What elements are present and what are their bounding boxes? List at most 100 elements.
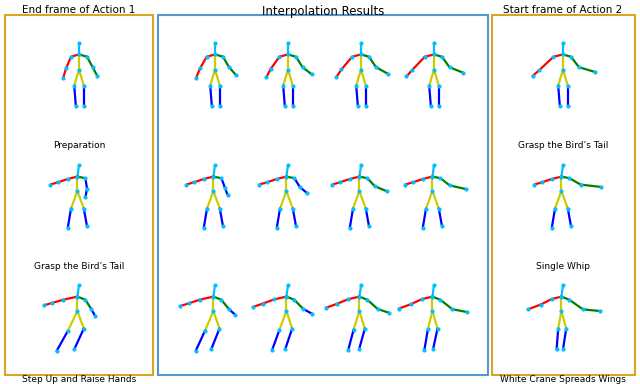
Point: [349, 326, 359, 333]
Point: [223, 306, 234, 312]
Point: [88, 64, 98, 70]
Point: [407, 67, 417, 73]
Point: [272, 225, 282, 231]
Point: [343, 296, 353, 302]
Point: [428, 188, 438, 194]
Point: [461, 309, 472, 315]
Point: [354, 346, 364, 353]
Point: [428, 174, 438, 180]
Point: [400, 182, 410, 188]
Point: [561, 326, 572, 332]
Point: [347, 54, 357, 60]
Point: [564, 297, 575, 303]
Point: [345, 176, 355, 182]
Point: [537, 179, 547, 185]
Text: Grasp the Bird’s Tail: Grasp the Bird’s Tail: [34, 262, 124, 271]
Point: [556, 308, 566, 314]
Point: [195, 65, 205, 71]
Point: [445, 182, 455, 189]
Text: Preparation: Preparation: [53, 141, 105, 150]
Point: [321, 305, 331, 311]
Point: [547, 225, 557, 231]
Point: [360, 326, 370, 332]
Point: [552, 346, 562, 353]
Point: [86, 306, 96, 312]
Point: [553, 83, 563, 89]
Point: [191, 75, 201, 81]
Point: [66, 205, 76, 212]
Point: [283, 51, 293, 58]
Text: End frame of Action 1: End frame of Action 1: [22, 5, 136, 15]
Point: [90, 313, 100, 319]
Point: [529, 182, 540, 188]
Point: [275, 205, 285, 212]
Point: [79, 83, 89, 89]
Point: [556, 188, 566, 194]
Point: [434, 103, 444, 109]
Point: [444, 64, 454, 70]
Point: [547, 296, 557, 302]
Point: [419, 347, 429, 353]
Point: [550, 205, 560, 212]
Point: [181, 182, 191, 188]
Point: [272, 176, 282, 182]
Point: [355, 293, 365, 300]
Point: [361, 103, 371, 109]
Point: [288, 205, 298, 212]
Point: [45, 182, 55, 188]
Text: Interpolation Results: Interpolation Results: [262, 5, 384, 18]
Point: [82, 223, 92, 229]
Point: [332, 74, 342, 80]
Point: [298, 306, 308, 312]
Point: [435, 175, 445, 181]
Point: [214, 103, 225, 109]
Point: [74, 162, 84, 169]
Point: [555, 103, 565, 109]
Point: [294, 184, 305, 190]
Point: [385, 310, 395, 316]
Point: [356, 162, 366, 169]
Point: [224, 64, 234, 70]
Point: [282, 308, 292, 314]
Point: [556, 174, 566, 180]
Point: [207, 103, 217, 109]
Point: [428, 293, 438, 300]
Point: [527, 73, 538, 79]
Point: [461, 186, 471, 192]
Point: [394, 306, 404, 312]
Point: [335, 179, 346, 185]
Point: [248, 304, 258, 310]
Point: [216, 175, 227, 181]
Point: [423, 326, 433, 332]
Point: [372, 306, 383, 312]
Point: [429, 282, 439, 288]
Point: [558, 66, 568, 73]
Point: [364, 54, 374, 60]
Point: [566, 54, 576, 60]
Point: [437, 223, 447, 229]
Point: [362, 175, 372, 181]
Point: [69, 346, 79, 353]
Point: [72, 174, 83, 180]
Point: [356, 282, 366, 288]
Point: [307, 311, 317, 317]
Point: [566, 223, 576, 229]
Point: [291, 223, 301, 229]
Point: [383, 71, 393, 77]
Point: [202, 54, 212, 60]
Point: [355, 188, 365, 194]
Point: [282, 293, 292, 300]
Point: [195, 296, 205, 303]
Point: [355, 308, 365, 314]
Point: [208, 308, 218, 314]
Point: [79, 103, 89, 109]
Point: [202, 205, 212, 212]
Point: [254, 182, 264, 188]
Point: [69, 83, 79, 89]
Point: [406, 301, 416, 307]
Point: [302, 190, 312, 196]
Point: [261, 74, 271, 81]
Point: [291, 54, 301, 60]
Point: [418, 225, 428, 231]
Point: [563, 103, 573, 109]
